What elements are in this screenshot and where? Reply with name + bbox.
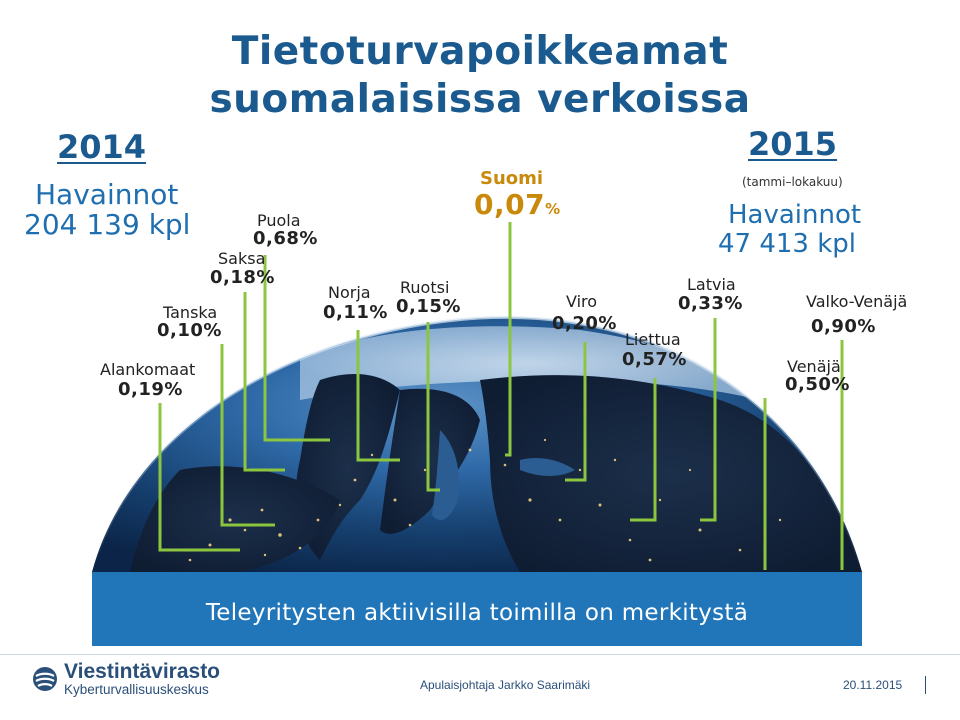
country-ruotsi-name: Ruotsi	[400, 278, 450, 297]
country-liettua-name: Liettua	[625, 330, 681, 349]
country-venaja-pct: 0,50%	[785, 374, 850, 395]
presentation-date: 20.11.2015	[843, 678, 903, 692]
observations-2014-label: Havainnot	[35, 178, 179, 211]
country-valko-venaja-pct: 0,90%	[811, 316, 876, 337]
country-saksa-name: Saksa	[218, 249, 266, 268]
country-tanska-name: Tanska	[163, 303, 218, 322]
country-tanska-pct: 0,10%	[157, 320, 222, 341]
page-title-line-1: Tietoturvapoikkeamat	[231, 29, 729, 74]
country-latvia-name: Latvia	[687, 275, 736, 294]
footer-divider	[0, 654, 960, 655]
year-2014: 2014	[57, 128, 147, 166]
country-latvia-pct: 0,33%	[678, 293, 743, 314]
country-ruotsi-pct: 0,15%	[396, 296, 461, 317]
org-name: Viestintävirasto	[64, 660, 221, 683]
observations-2014-value: 204 139 kpl	[24, 208, 191, 241]
country-suomi-name: Suomi	[480, 168, 544, 189]
country-suomi-pct: 0,07	[474, 188, 546, 221]
org-subtitle: Kyberturvallisuuskeskus	[64, 682, 209, 697]
country-liettua-pct: 0,57%	[622, 349, 687, 370]
observations-2015-value: 47 413 kpl	[718, 229, 857, 259]
leader-lines	[158, 222, 844, 570]
message-banner: Teleyritysten aktiivisilla toimilla on m…	[92, 572, 862, 646]
period-2015: (tammi–lokakuu)	[742, 175, 843, 189]
page-title-line-2: suomalaisissa verkoissa	[209, 77, 751, 122]
country-suomi-pct-wrap: 0,07%	[474, 188, 560, 221]
country-saksa-pct: 0,18%	[210, 267, 275, 288]
country-viro-name: Viro	[566, 292, 598, 311]
country-alankomaat-name: Alankomaat	[100, 360, 196, 379]
country-venaja-name: Venäjä	[787, 357, 841, 376]
footer-separator	[925, 676, 926, 694]
org-logo: Viestintävirasto Kyberturvallisuuskeskus	[32, 661, 220, 697]
country-norja-name: Norja	[328, 283, 371, 302]
country-suomi-pct-unit: %	[545, 200, 561, 218]
banner-text: Teleyritysten aktiivisilla toimilla on m…	[205, 600, 749, 626]
observations-2015-label: Havainnot	[728, 200, 862, 230]
year-2015: 2015	[748, 125, 838, 163]
country-valko-venaja-name: Valko-Venäjä	[806, 292, 908, 311]
presenter-name: Apulaisjohtaja Jarkko Saarimäki	[420, 678, 591, 692]
country-puola-pct: 0,68%	[253, 228, 318, 249]
country-viro-pct: 0,20%	[552, 313, 617, 334]
globe-surface	[90, 315, 864, 573]
country-puola-name: Puola	[257, 211, 301, 230]
country-norja-pct: 0,11%	[323, 302, 388, 323]
country-alankomaat-pct: 0,19%	[118, 379, 183, 400]
viestintavirasto-logo-icon	[33, 667, 57, 691]
